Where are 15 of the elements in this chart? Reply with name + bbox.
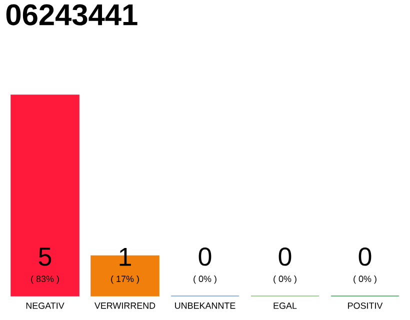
data-label: 5 [38,248,52,266]
x-tick-label: VERWIRREND [94,302,156,309]
annotation: ( 0% ) [194,275,216,284]
x-tick-label: NEGATIV [26,302,64,309]
annotation: ( 83% ) [31,275,59,284]
x-tick-label: UNBEKANNTE [175,302,236,309]
annotation: ( 0% ) [354,275,376,284]
data-label: 0 [198,247,212,266]
chart-title: 06243441 [6,4,138,26]
data-label: 0 [278,247,292,266]
annotation: ( 17% ) [111,275,139,284]
x-tick-label: EGAL [274,302,297,309]
annotation: ( 0% ) [274,275,296,284]
data-label: 0 [358,247,372,266]
x-tick-label: POSITIV [348,302,383,309]
